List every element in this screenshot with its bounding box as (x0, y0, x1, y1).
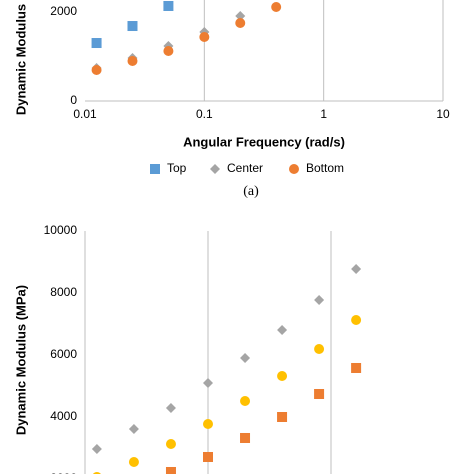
y-tick-label: 8000 (50, 285, 77, 299)
marker (240, 396, 251, 407)
marker (165, 466, 176, 474)
y-tick-label: 2000 (50, 471, 77, 474)
marker (203, 419, 213, 430)
marker (127, 55, 138, 66)
marker (163, 45, 174, 56)
marker (210, 164, 220, 174)
marker (165, 439, 176, 450)
marker (351, 264, 362, 275)
marker (128, 423, 139, 434)
x-tick-label: 1 (320, 107, 327, 121)
marker (351, 362, 362, 373)
caption: (a) (243, 184, 259, 199)
marker (351, 315, 362, 326)
marker (199, 32, 210, 43)
marker (127, 21, 138, 32)
marker (314, 295, 325, 306)
marker (91, 38, 102, 49)
marker (150, 164, 160, 174)
y-axis-label: Dynamic Modulus (MPa) (13, 0, 28, 115)
marker (240, 432, 251, 443)
x-tick-label: 0.1 (196, 107, 213, 121)
y-tick-label: 0 (70, 93, 77, 107)
marker (163, 0, 174, 11)
marker (92, 471, 101, 474)
x-tick-label: 10 (436, 107, 450, 121)
marker (91, 443, 102, 454)
marker (91, 64, 102, 75)
x-tick-label: 0.01 (73, 107, 97, 121)
marker (235, 11, 246, 22)
marker (240, 353, 251, 364)
y-tick-label: 10000 (44, 223, 78, 237)
y-tick-label: 2000 (50, 4, 77, 18)
x-axis-label: Angular Frequency (rad/s) (183, 134, 345, 149)
marker (165, 403, 176, 414)
marker (128, 457, 139, 468)
marker (277, 412, 288, 422)
marker (277, 370, 288, 381)
marker (271, 2, 282, 13)
y-tick-label: 6000 (50, 347, 77, 361)
y-tick-label: 4000 (50, 409, 77, 423)
marker (289, 164, 299, 174)
y-axis-label: Dynamic Modulus (MPa) (13, 285, 28, 435)
marker (203, 377, 213, 388)
legend-label: Top (167, 161, 187, 175)
marker (235, 17, 246, 28)
marker (277, 325, 288, 336)
marker (314, 343, 325, 354)
legend-label: Center (227, 161, 263, 175)
legend-label: Bottom (306, 161, 344, 175)
marker (314, 388, 325, 399)
marker (203, 451, 213, 462)
